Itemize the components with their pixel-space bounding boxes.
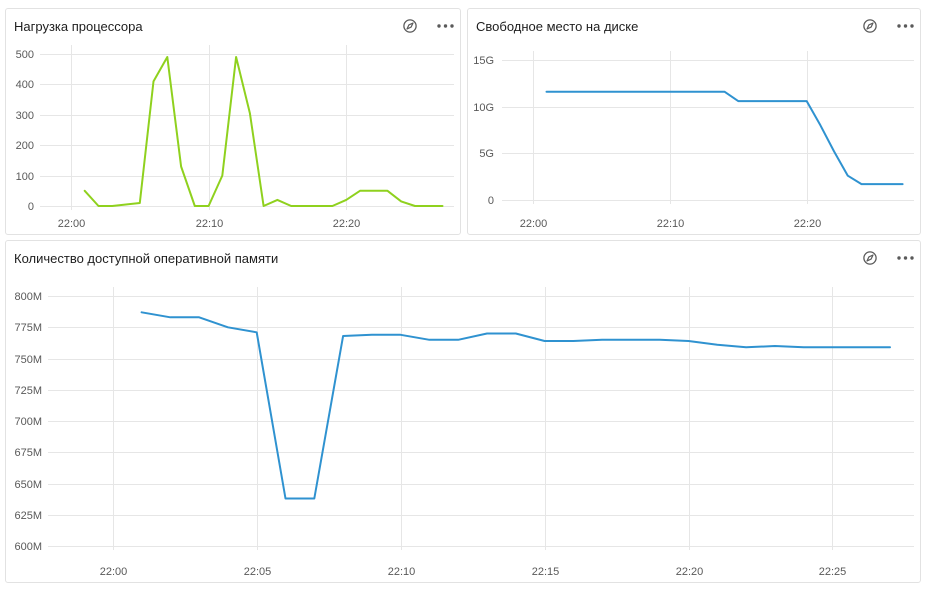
cpu-y-tick-label: 200	[16, 140, 34, 152]
more-icon[interactable]	[897, 24, 914, 28]
disk-chart: 0 5G 10G 15G 22:00 22:10 22:20	[473, 51, 914, 230]
widget-cpu-load: 0 100 200 300 400 500 22:00 22:10 22:20 Нагрузка…	[5, 8, 461, 235]
cpu-y-tick-label: 500	[16, 49, 34, 61]
cpu-x-tick-label: 22:20	[333, 218, 361, 230]
ram-x-tick-label: 22:05	[244, 566, 272, 578]
cpu-plot-area[interactable]	[40, 45, 454, 210]
widget-title: Количество доступной оперативной памяти	[14, 251, 279, 266]
disk-x-tick-label: 22:00	[520, 218, 548, 230]
ram-series-line	[140, 311, 891, 500]
disk-y-tick-label: 10G	[473, 102, 494, 114]
disk-y-tick-label: 5G	[479, 148, 494, 160]
cpu-y-tick-label: 0	[28, 201, 34, 213]
ram-chart: 600M 625M 650M 675M 700M 725M 750M 775M 800M 22:0…	[14, 287, 914, 578]
ram-y-tick-label: 775M	[14, 322, 42, 334]
ram-y-tick-label: 625M	[14, 510, 42, 522]
cpu-chart: 0 100 200 300 400 500 22:00 22:10 22:20	[16, 45, 454, 230]
cpu-y-tick-label: 300	[16, 110, 34, 122]
disk-plot-area[interactable]	[502, 51, 914, 204]
ram-plot-area[interactable]	[48, 287, 914, 550]
compass-icon[interactable]	[863, 19, 877, 33]
widget-ram-available: 600M 625M 650M 675M 700M 725M 750M 775M 800M 22:0…	[5, 240, 921, 583]
ram-y-tick-label: 800M	[14, 291, 42, 303]
ram-x-tick-label: 22:25	[819, 566, 847, 578]
disk-y-tick-label: 15G	[473, 55, 494, 67]
compass-icon[interactable]	[863, 251, 877, 265]
cpu-x-tick-label: 22:00	[58, 218, 86, 230]
disk-y-tick-label: 0	[488, 195, 494, 207]
ram-y-tick-label: 750M	[14, 354, 42, 366]
ram-y-tick-label: 600M	[14, 541, 42, 553]
ram-x-tick-label: 22:00	[100, 566, 128, 578]
ram-y-tick-label: 700M	[14, 416, 42, 428]
disk-series-line	[545, 90, 904, 186]
ram-x-tick-label: 22:10	[388, 566, 416, 578]
ram-x-tick-label: 22:20	[676, 566, 704, 578]
widget-title: Нагрузка процессора	[14, 19, 143, 34]
ram-y-tick-label: 675M	[14, 447, 42, 459]
cpu-y-tick-label: 100	[16, 171, 34, 183]
widget-disk-free: 0 5G 10G 15G 22:00 22:10 22:20 Свободное место…	[467, 8, 921, 235]
cpu-series-line	[83, 56, 444, 207]
ram-y-tick-label: 725M	[14, 385, 42, 397]
disk-x-tick-label: 22:20	[794, 218, 822, 230]
disk-x-tick-label: 22:10	[657, 218, 685, 230]
ram-y-tick-label: 650M	[14, 479, 42, 491]
compass-icon[interactable]	[403, 19, 417, 33]
more-icon[interactable]	[897, 256, 914, 260]
cpu-y-tick-label: 400	[16, 79, 34, 91]
cpu-x-tick-label: 22:10	[196, 218, 224, 230]
ram-x-tick-label: 22:15	[532, 566, 560, 578]
widget-title: Свободное место на диске	[476, 19, 639, 34]
more-icon[interactable]	[437, 24, 454, 28]
